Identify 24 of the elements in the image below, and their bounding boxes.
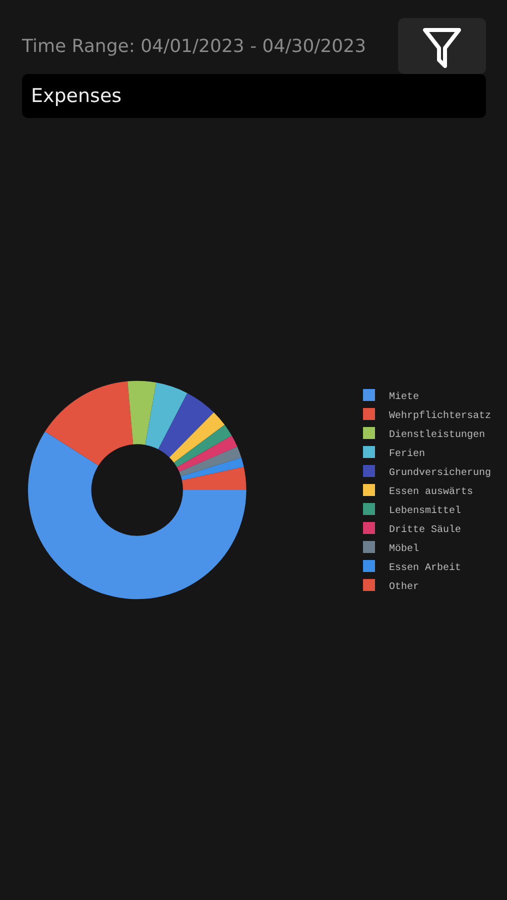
donut-slice: [145, 382, 188, 450]
legend-label: Grundversicherung: [389, 466, 492, 479]
legend-label: Miete: [389, 390, 420, 403]
legend-label: Dritte Säule: [389, 524, 462, 536]
legend-label: Essen auswärts: [389, 486, 474, 498]
donut-slice: [169, 412, 225, 463]
chart-subtitle: Time Range: 04/01/2023 - 04/30/2023: [22, 36, 366, 57]
donut-slice: [182, 466, 246, 490]
legend-label: Essen Arbeit: [389, 562, 462, 574]
donut-slice: [28, 432, 246, 600]
donut-slice: [180, 458, 244, 480]
donut-slice: [176, 436, 238, 472]
text: Expenses: [30, 85, 122, 107]
donut-slice: [174, 424, 232, 468]
legend-label: Wehrpflichtersatz: [389, 410, 492, 422]
donut-slice: [128, 380, 156, 445]
legend-label: Lebensmittel: [389, 504, 462, 517]
donut-slice: [44, 381, 134, 466]
donut-slice: [158, 393, 214, 458]
legend-label: Ferien: [389, 448, 426, 460]
legend-label: Other: [389, 580, 420, 593]
legend-label: Dienstleistungen: [389, 428, 486, 441]
legend-label: Möbel: [389, 542, 420, 555]
donut-slice: [179, 446, 242, 476]
